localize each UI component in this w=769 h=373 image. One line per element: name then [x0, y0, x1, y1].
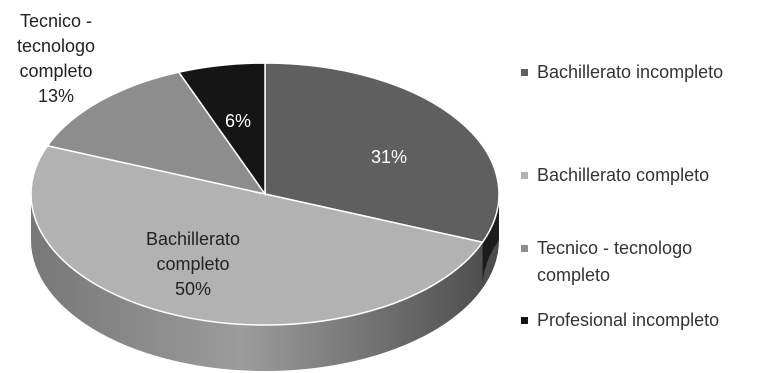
pie-slice-profesional-incompleto	[177, 62, 266, 197]
legend-item-tecnico-tecnologo-completo: Tecnico - tecnologo completo	[521, 238, 692, 285]
legend-swatch	[521, 69, 528, 76]
slice-label-bachillerato-incompleto: 31%	[371, 147, 407, 167]
pie-top	[30, 62, 500, 326]
slice-label-profesional-incompleto: 6%	[225, 111, 251, 131]
pie-side-wall	[31, 194, 499, 371]
legend-item-bachillerato-completo: Bachillerato completo	[521, 165, 709, 185]
legend-swatch	[521, 245, 528, 252]
pie-slice-bachillerato-incompleto	[264, 62, 500, 244]
pie-slice-bachillerato-completo	[30, 144, 484, 326]
legend-swatch	[521, 172, 528, 179]
legend-label: Bachillerato incompleto	[537, 62, 723, 82]
slice-label-bachillerato-completo: Bachillerato completo 50%	[146, 229, 240, 299]
legend-label: Profesional incompleto	[537, 310, 719, 330]
legend-item-profesional-incompleto: Profesional incompleto	[521, 310, 719, 330]
legend-label: Tecnico - tecnologo completo	[537, 238, 692, 285]
legend-swatch	[521, 317, 528, 324]
legend: Bachillerato incompleto Bachillerato comp…	[521, 62, 723, 330]
slice-label-tecnico-tecnologo-completo: Tecnico -tecnologo completo 13%	[17, 11, 95, 106]
pie-slice-tecnico-tecnologo-completo	[46, 71, 267, 196]
legend-item-bachillerato-incompleto: Bachillerato incompleto	[521, 62, 723, 82]
pie-labels: 31% Bachillerato completo 50% Tecnico -tecno…	[17, 11, 407, 299]
legend-label: Bachillerato completo	[537, 165, 709, 185]
